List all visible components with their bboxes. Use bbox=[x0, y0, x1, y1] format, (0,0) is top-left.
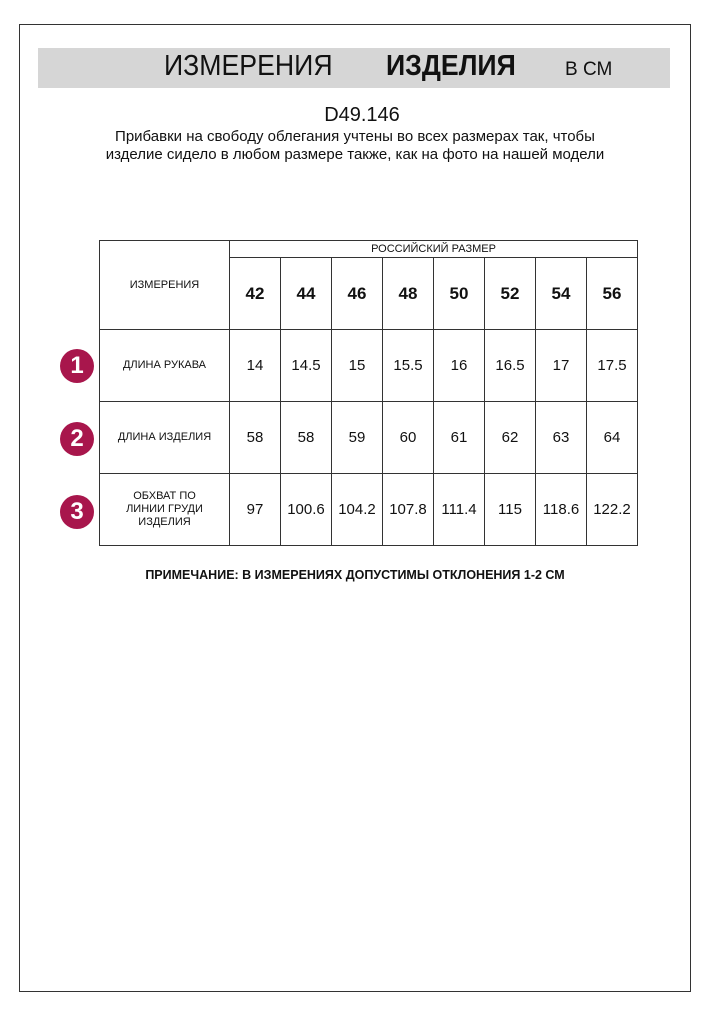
size-header: 50 bbox=[433, 257, 485, 330]
value-cell: 58 bbox=[280, 401, 332, 474]
value-cell: 58 bbox=[229, 401, 281, 474]
value-cell: 115 bbox=[484, 473, 536, 546]
value-cell: 14.5 bbox=[280, 329, 332, 402]
measurement-label: ДЛИНА РУКАВА bbox=[99, 329, 230, 402]
size-header: 54 bbox=[535, 257, 587, 330]
title-regular: ИЗМЕРЕНИЯ bbox=[164, 50, 333, 82]
value-cell: 62 bbox=[484, 401, 536, 474]
title-units: В СМ bbox=[565, 59, 613, 80]
measurement-label: ОБХВАТ ПО ЛИНИИ ГРУДИ ИЗДЕЛИЯ bbox=[99, 473, 230, 546]
row-number-badge: 2 bbox=[60, 422, 94, 456]
value-cell: 15.5 bbox=[382, 329, 434, 402]
size-header: 42 bbox=[229, 257, 281, 330]
table-row: ОБХВАТ ПО ЛИНИИ ГРУДИ ИЗДЕЛИЯ 97 100.6 104.… bbox=[99, 473, 638, 546]
value-cell: 14 bbox=[229, 329, 281, 402]
value-cell: 16 bbox=[433, 329, 485, 402]
note: ПРИМЕЧАНИЕ: В ИЗМЕРЕНИЯХ ДОПУСТИМЫ ОТКЛО… bbox=[145, 568, 565, 582]
value-cell: 97 bbox=[229, 473, 281, 546]
value-cell: 17 bbox=[535, 329, 587, 402]
value-cell: 118.6 bbox=[535, 473, 587, 546]
table-row: ДЛИНА РУКАВА 14 14.5 15 15.5 16 16.5 17 17.5 bbox=[99, 329, 638, 402]
row-number-badge: 1 bbox=[60, 349, 94, 383]
value-cell: 63 bbox=[535, 401, 587, 474]
row-number-badge: 3 bbox=[60, 495, 94, 529]
group-header: РОССИЙСКИЙ РАЗМЕР bbox=[229, 240, 638, 258]
value-cell: 64 bbox=[586, 401, 638, 474]
value-cell: 100.6 bbox=[280, 473, 332, 546]
size-header: 48 bbox=[382, 257, 434, 330]
value-cell: 107.8 bbox=[382, 473, 434, 546]
value-cell: 111.4 bbox=[433, 473, 485, 546]
measurement-label: ДЛИНА ИЗДЕЛИЯ bbox=[99, 401, 230, 474]
table-row: ДЛИНА ИЗДЕЛИЯ 58 58 59 60 61 62 63 64 bbox=[99, 401, 638, 474]
value-cell: 104.2 bbox=[331, 473, 383, 546]
value-cell: 15 bbox=[331, 329, 383, 402]
description: Прибавки на свободу облегания учтены во … bbox=[105, 128, 605, 163]
title-bar bbox=[38, 48, 670, 88]
size-header: 52 bbox=[484, 257, 536, 330]
value-cell: 61 bbox=[433, 401, 485, 474]
value-cell: 17.5 bbox=[586, 329, 638, 402]
size-header: 46 bbox=[331, 257, 383, 330]
title-bold: ИЗДЕЛИЯ bbox=[386, 50, 516, 82]
value-cell: 60 bbox=[382, 401, 434, 474]
size-table: ИЗМЕРЕНИЯ РОССИЙСКИЙ РАЗМЕР 42 44 46 48 50 52… bbox=[99, 240, 638, 546]
value-cell: 122.2 bbox=[586, 473, 638, 546]
article-code: D49.146 bbox=[324, 104, 400, 126]
size-header: 44 bbox=[280, 257, 332, 330]
value-cell: 16.5 bbox=[484, 329, 536, 402]
value-cell: 59 bbox=[331, 401, 383, 474]
size-header: 56 bbox=[586, 257, 638, 330]
page-frame bbox=[19, 24, 691, 992]
corner-header: ИЗМЕРЕНИЯ bbox=[99, 240, 230, 330]
